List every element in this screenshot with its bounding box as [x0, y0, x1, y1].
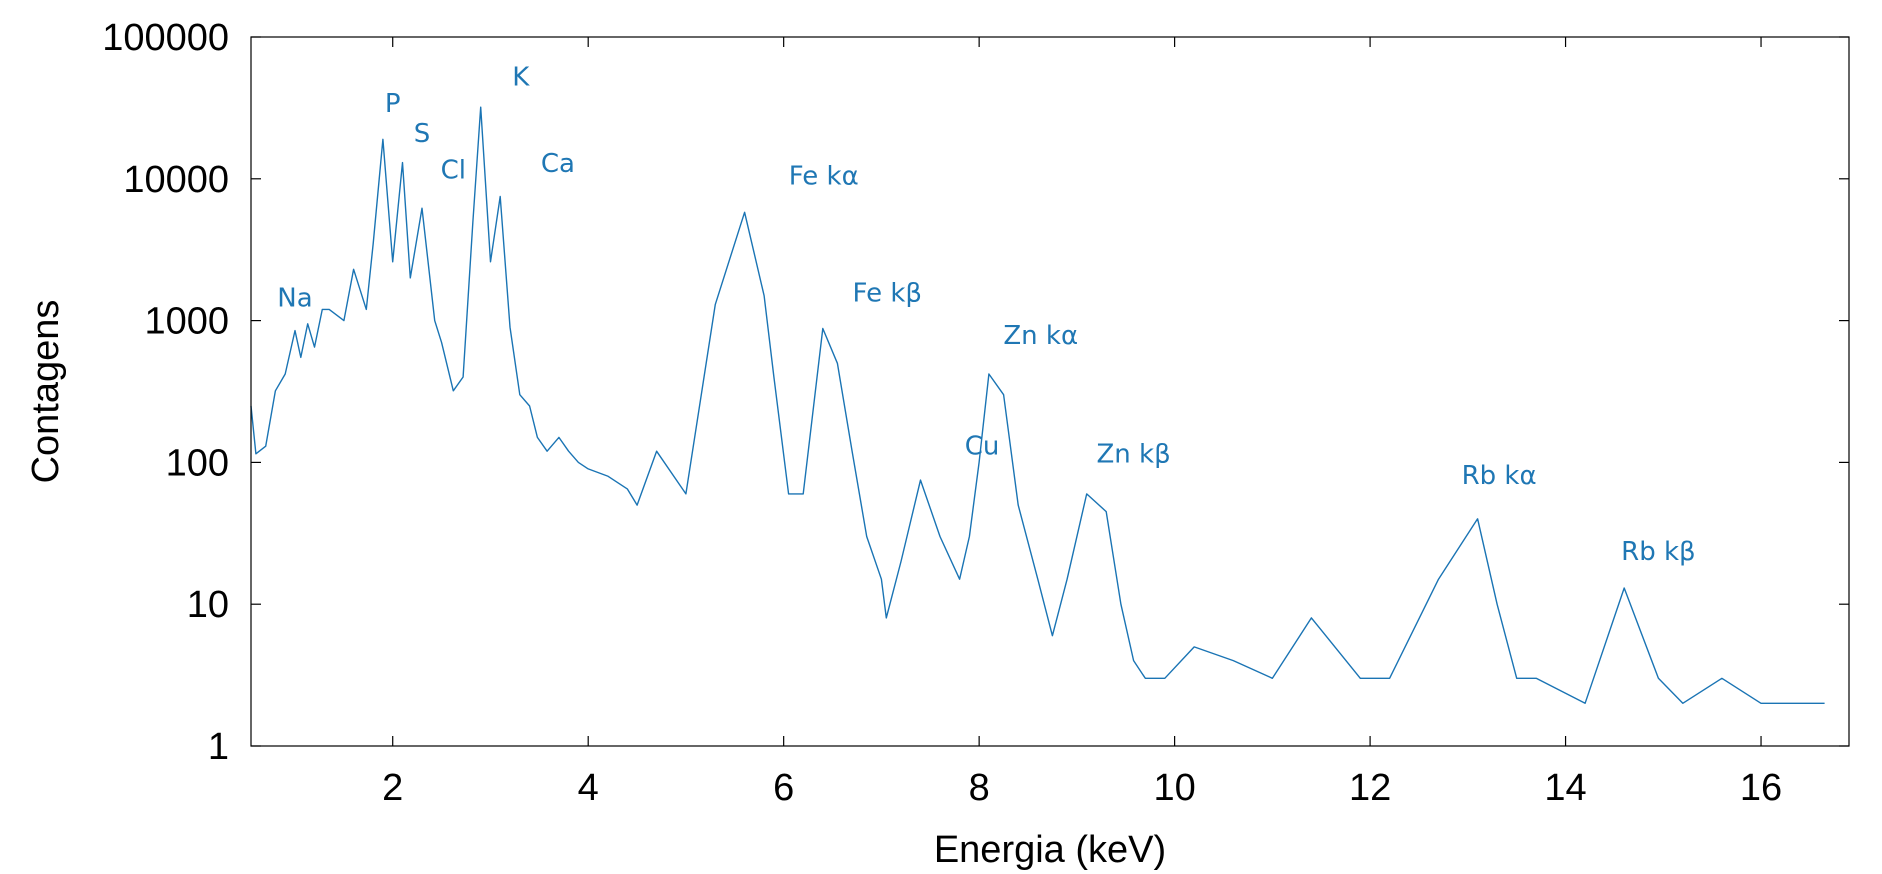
- x-tick-label: 6: [773, 767, 794, 809]
- x-tick-label: 8: [969, 767, 990, 809]
- peak-label: Ca: [541, 149, 575, 179]
- peak-label: Fe kα: [789, 162, 859, 192]
- plot-frame: [250, 36, 1850, 747]
- peak-label: P: [385, 89, 401, 119]
- peak-label: Rb kα: [1462, 461, 1537, 491]
- peak-label: S: [414, 119, 431, 149]
- x-tick-label: 16: [1740, 767, 1782, 809]
- peak-label: Na: [277, 284, 312, 314]
- x-tick-label: 4: [578, 767, 599, 809]
- y-tick-label: 10: [187, 584, 229, 626]
- x-tick-label: 14: [1544, 767, 1586, 809]
- x-tick-label: 12: [1349, 767, 1391, 809]
- y-tick-label: 100000: [102, 17, 229, 59]
- peak-label: K: [512, 62, 530, 92]
- y-tick-label: 100: [166, 442, 229, 484]
- y-tick-label: 1: [208, 726, 229, 768]
- x-tick-label: 2: [382, 767, 403, 809]
- peak-label: Zn kβ: [1096, 439, 1170, 469]
- spectrum-line: [250, 106, 1825, 704]
- peak-label: Cl: [441, 156, 466, 186]
- peak-label: Fe kβ: [853, 278, 922, 308]
- x-tick-label: 10: [1153, 767, 1195, 809]
- peak-label: Zn kα: [1003, 321, 1078, 351]
- y-tick-label: 1000: [144, 301, 229, 343]
- ticks-layer: 2 4 6 8 10 12 14 16 1 10 100 1000 10000 100000: [102, 17, 1849, 809]
- peak-label: Rb kβ: [1621, 537, 1695, 567]
- peak-labels-layer: Na PS Cl K Ca Fe kα Fe kβ Zn kα Cu Zn kβ Rb kα Rb k…: [277, 62, 1695, 567]
- y-axis-title: Contagens: [25, 300, 67, 484]
- peak-label: Cu: [965, 431, 1000, 461]
- x-axis-title: Energia (keV): [934, 829, 1166, 871]
- y-tick-label: 10000: [123, 159, 229, 201]
